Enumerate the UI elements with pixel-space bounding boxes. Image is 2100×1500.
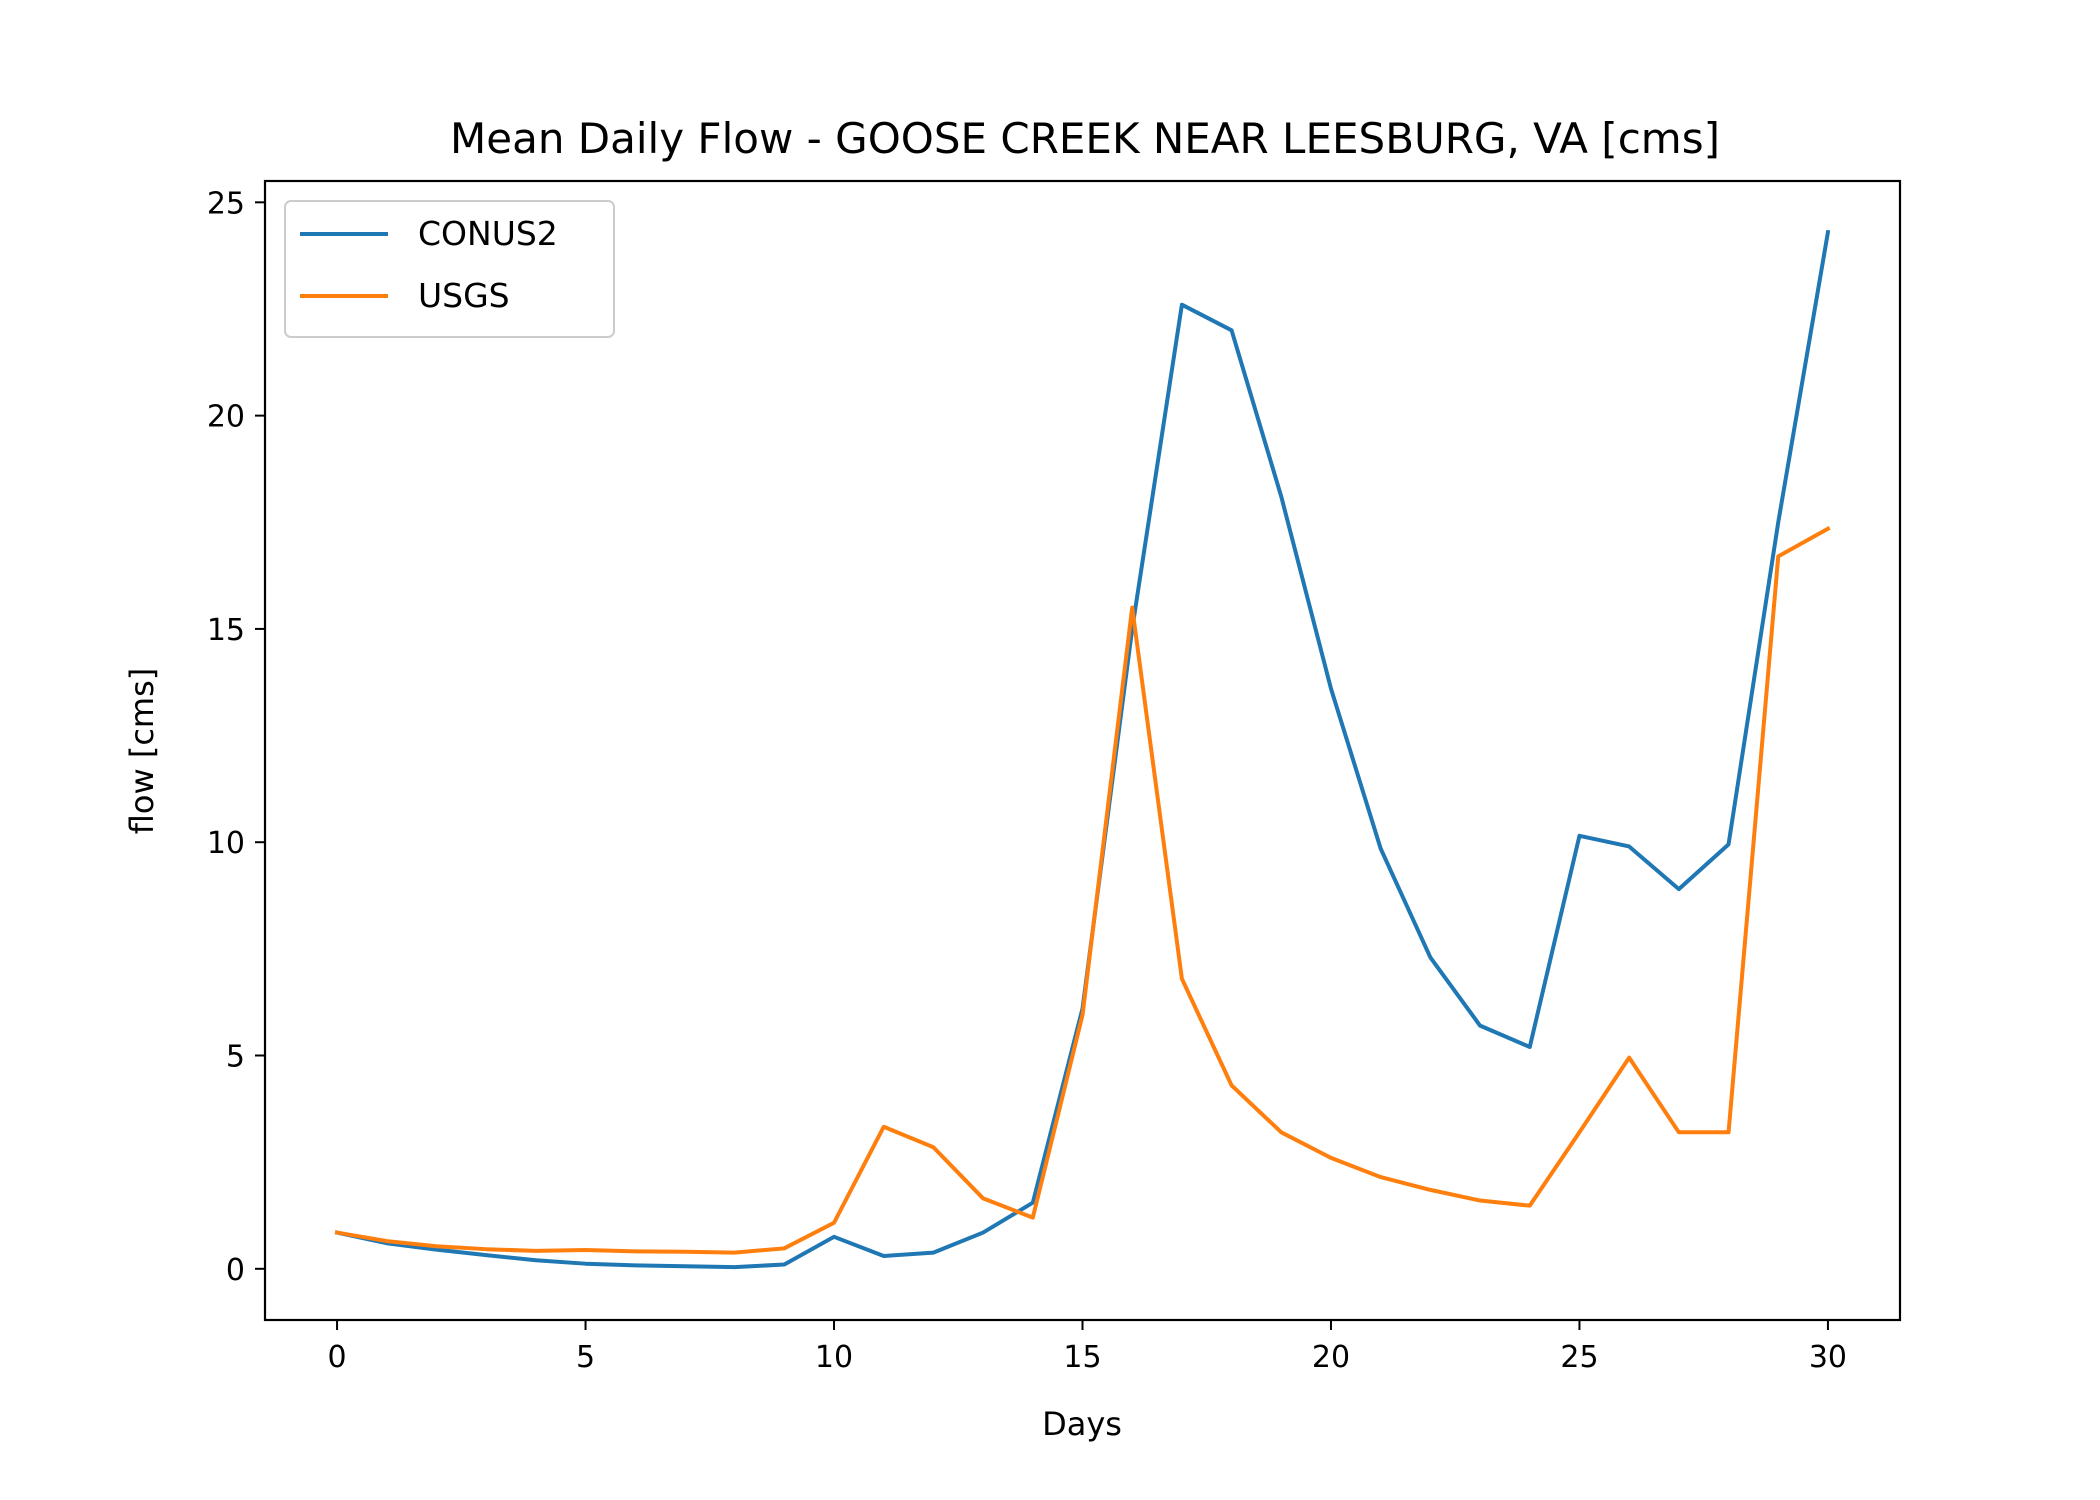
series-line-usgs xyxy=(334,525,1831,1255)
chart-title: Mean Daily Flow - GOOSE CREEK NEAR LEESB… xyxy=(450,114,1720,163)
legend-label-usgs: USGS xyxy=(418,276,510,315)
x-tick-label: 20 xyxy=(1312,1340,1350,1375)
y-tick-label: 0 xyxy=(226,1253,245,1288)
y-tick-label: 20 xyxy=(207,400,245,435)
y-axis-label: flow [cms] xyxy=(123,668,161,834)
y-tick-label: 10 xyxy=(207,826,245,861)
y-axis: 0 5 10 15 20 25 xyxy=(207,186,265,1288)
x-tick-label: 25 xyxy=(1560,1340,1598,1375)
y-tick-label: 25 xyxy=(207,186,245,221)
x-tick-label: 30 xyxy=(1809,1340,1847,1375)
y-tick-label: 15 xyxy=(207,613,245,648)
x-axis-label: Days xyxy=(1042,1405,1122,1443)
x-tick-label: 15 xyxy=(1063,1340,1101,1375)
series-layer xyxy=(334,229,1831,1270)
legend: CONUS2 USGS xyxy=(284,200,615,338)
y-tick-label: 5 xyxy=(226,1040,245,1075)
legend-label-conus2: CONUS2 xyxy=(418,214,558,253)
x-tick-label: 0 xyxy=(328,1340,347,1375)
x-tick-label: 5 xyxy=(576,1340,595,1375)
x-axis: 0 5 10 15 20 25 30 xyxy=(328,1320,1847,1375)
x-tick-label: 10 xyxy=(815,1340,853,1375)
